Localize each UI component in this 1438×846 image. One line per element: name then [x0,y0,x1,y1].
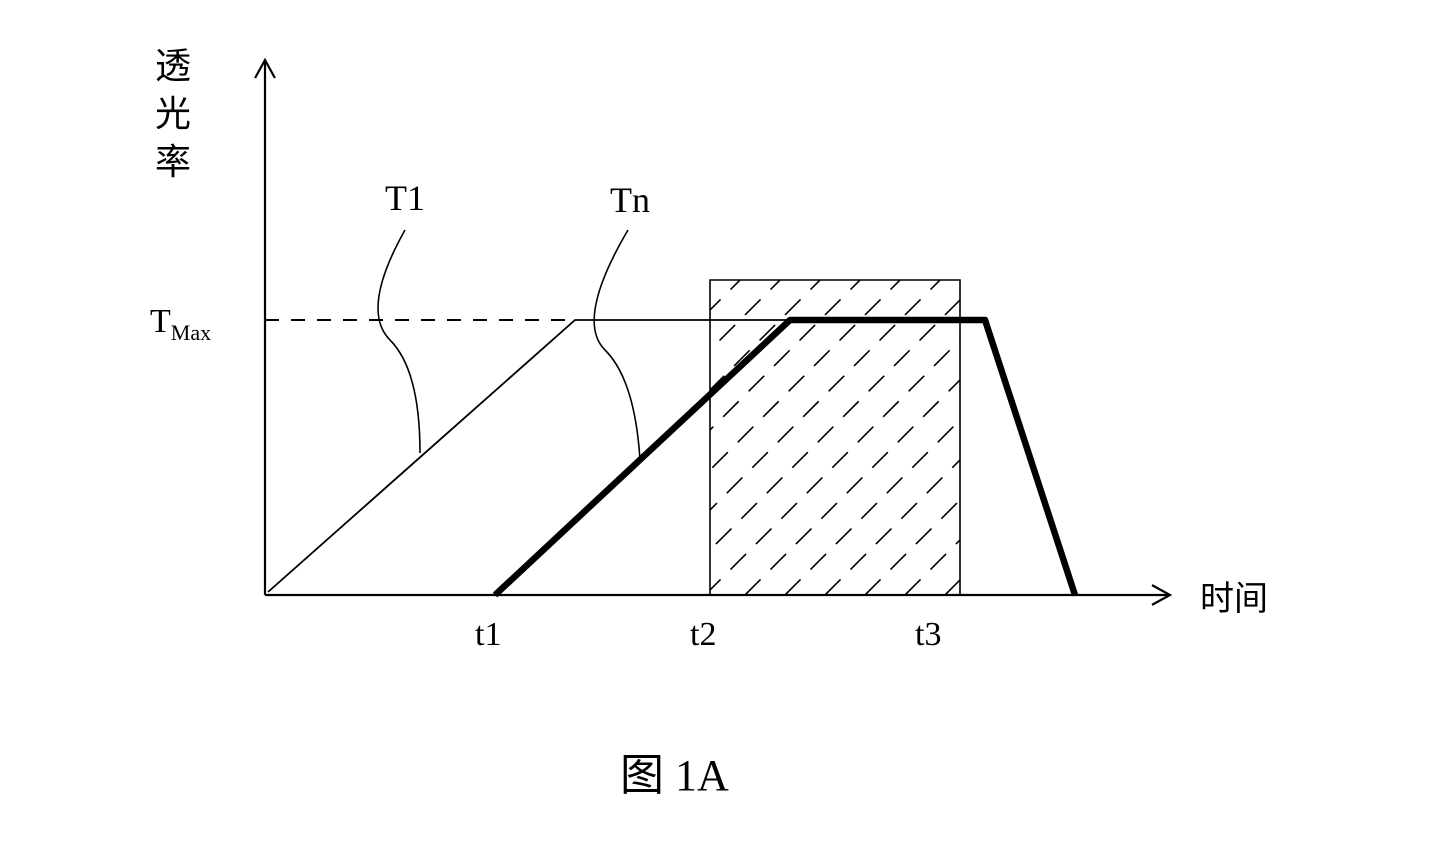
x-axis-label: 时间 [1200,581,1268,618]
y-axis-label-char: 光 [155,94,191,134]
y-axis-label-char: 率 [155,142,191,182]
transmittance-chart: T1Tn透光率TMax时间t1t2t3图 1A [0,0,1438,846]
label-tn: Tn [610,180,650,220]
tick-t2: t2 [690,616,716,653]
y-axis-label-char: 透 [155,46,191,86]
figure-caption: 图 1A [620,751,729,800]
tick-t1: t1 [475,616,501,653]
label-t1: T1 [385,178,425,218]
tick-t3: t3 [915,616,941,653]
